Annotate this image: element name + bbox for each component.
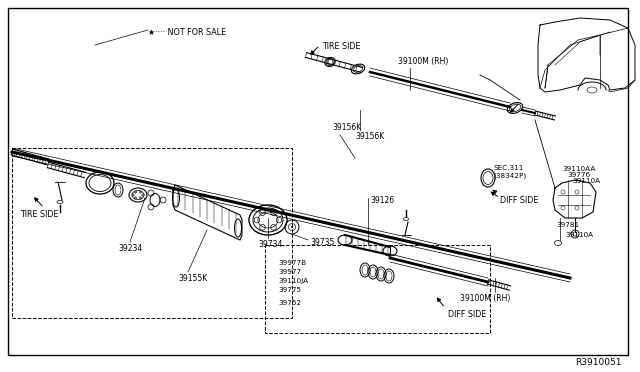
Text: SEC.311: SEC.311 xyxy=(494,165,524,171)
Text: 39735: 39735 xyxy=(310,238,334,247)
Text: 39110A: 39110A xyxy=(572,178,600,184)
Text: 39155K: 39155K xyxy=(178,274,207,283)
Circle shape xyxy=(134,191,137,193)
Text: 39776: 39776 xyxy=(567,172,590,178)
Text: DIFF SIDE: DIFF SIDE xyxy=(448,310,486,319)
Text: R3910051: R3910051 xyxy=(575,358,621,367)
Text: ★···· NOT FOR SALE: ★···· NOT FOR SALE xyxy=(148,28,226,37)
Text: 39752: 39752 xyxy=(278,300,301,306)
Text: (38342P): (38342P) xyxy=(493,172,526,179)
Text: 39110AA: 39110AA xyxy=(562,166,595,172)
Bar xyxy=(265,245,490,333)
Circle shape xyxy=(132,194,134,196)
Circle shape xyxy=(140,191,141,193)
Text: 39126: 39126 xyxy=(370,196,394,205)
Text: 39977B: 39977B xyxy=(278,260,306,266)
Text: 39234: 39234 xyxy=(118,244,142,253)
Circle shape xyxy=(134,197,137,199)
Text: 39977: 39977 xyxy=(278,269,301,275)
Circle shape xyxy=(140,197,141,199)
Text: 39781: 39781 xyxy=(556,222,579,228)
Text: 39100M (RH): 39100M (RH) xyxy=(460,294,510,303)
Text: 39100M (RH): 39100M (RH) xyxy=(398,57,449,66)
Circle shape xyxy=(142,194,144,196)
Text: TIRE SIDE: TIRE SIDE xyxy=(322,42,360,51)
Bar xyxy=(12,148,292,318)
Text: 39734: 39734 xyxy=(258,240,282,249)
Text: TIRE SIDE: TIRE SIDE xyxy=(20,210,58,219)
Text: 39110JA: 39110JA xyxy=(278,278,308,284)
Text: 39156K: 39156K xyxy=(332,123,361,132)
Circle shape xyxy=(291,226,293,228)
Text: 39110A: 39110A xyxy=(565,232,593,238)
Text: 39156K: 39156K xyxy=(355,132,384,141)
Text: 39775: 39775 xyxy=(278,287,301,293)
Text: DIFF SIDE: DIFF SIDE xyxy=(500,196,538,205)
